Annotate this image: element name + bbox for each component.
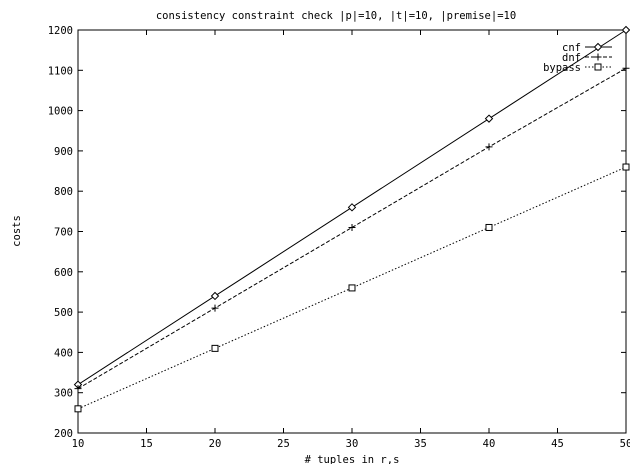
series-dnf: [74, 64, 630, 393]
y-tick-label: 700: [54, 227, 73, 239]
y-tick-label: 1200: [48, 25, 73, 37]
data-point: [348, 284, 356, 292]
x-axis-label: # tuples in r,s: [305, 454, 400, 464]
series-line: [77, 67, 627, 390]
legend-marker: [593, 42, 603, 52]
chart-title: consistency constraint check |p|=10, |t|…: [156, 10, 516, 22]
series-cnf: [73, 25, 630, 389]
series-bypass: [74, 163, 630, 413]
legend-label: bypass: [543, 62, 581, 74]
axes: 200 300 400 500 600 700 800 900 1000 1100 1200 10 15…: [48, 25, 630, 450]
data-point: [74, 405, 82, 413]
x-tick-label: 50: [620, 438, 630, 450]
y-tick-label: 600: [54, 267, 73, 279]
legend-marker: [594, 63, 602, 71]
x-tick-label: 25: [277, 438, 290, 450]
y-tick-label: 1100: [48, 65, 73, 77]
data-point: [485, 223, 493, 231]
data-point: [348, 223, 356, 231]
data-point: [347, 203, 357, 212]
data-point: [74, 385, 82, 393]
x-tick-label: 15: [140, 438, 153, 450]
data-point: [622, 163, 630, 171]
data-point: [210, 291, 220, 301]
data-point: [485, 143, 493, 151]
y-tick-label: 200: [54, 428, 73, 440]
x-tick-label: 10: [72, 438, 85, 450]
y-tick-label: 300: [54, 388, 73, 400]
y-tick-label: 1000: [48, 106, 73, 118]
data-point: [211, 344, 219, 352]
x-tick-label: 45: [551, 438, 564, 450]
y-tick-label: 900: [54, 146, 73, 158]
x-tick-label: 20: [209, 438, 222, 450]
x-tick-label: 40: [483, 438, 496, 450]
data-point: [484, 114, 494, 123]
series-layer: [73, 25, 630, 413]
plot-frame: [77, 29, 627, 434]
x-tick-label: 30: [346, 438, 359, 450]
y-axis-label: costs: [11, 215, 23, 247]
legend-marker: [594, 53, 602, 61]
y-tick-label: 800: [54, 186, 73, 198]
legend-label: dnf: [562, 52, 581, 64]
y-tick-label: 500: [54, 307, 73, 319]
legend-label: cnf: [562, 42, 581, 54]
x-tick-label: 35: [414, 438, 427, 450]
y-tick-label: 400: [54, 347, 73, 359]
data-point: [621, 25, 630, 35]
data-point: [211, 304, 219, 312]
data-point: [622, 64, 630, 72]
